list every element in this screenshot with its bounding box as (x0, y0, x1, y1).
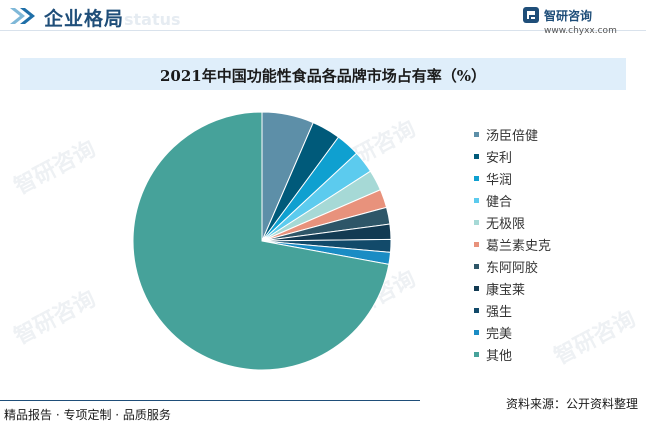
legend-label: 康宝莱 (486, 282, 526, 298)
legend-swatch (474, 175, 479, 181)
legend-swatch (474, 263, 479, 269)
chart-title-bar: 2021年中国功能性食品各品牌市场占有率（%） (20, 58, 626, 90)
legend-item: 其他 (474, 343, 634, 365)
footer-slogan: 精品报告 · 专项定制 · 品质服务 (4, 408, 171, 422)
legend-label: 健合 (486, 194, 513, 210)
legend-item: 汤臣倍健 (474, 123, 634, 145)
legend-item: 强生 (474, 299, 634, 321)
legend-label: 东阿阿胶 (486, 260, 539, 276)
brand: 智研咨询 www.chyxx.com (508, 4, 638, 44)
legend-item: 康宝莱 (474, 277, 634, 299)
legend-swatch (474, 285, 479, 291)
legend-item: 华润 (474, 167, 634, 189)
legend-swatch (474, 131, 479, 137)
legend-swatch (474, 197, 479, 203)
header-watermark: status (124, 10, 181, 29)
header-title: 企业格局 (44, 8, 125, 30)
legend-swatch (474, 241, 479, 247)
legend-item: 葛兰素史克 (474, 233, 634, 255)
legend-swatch (474, 153, 479, 159)
legend-swatch (474, 219, 479, 225)
brand-logo-icon (523, 7, 539, 23)
legend-label: 完美 (486, 326, 513, 342)
legend-label: 汤臣倍健 (486, 128, 539, 144)
double-chevron-icon (10, 8, 35, 24)
legend-label: 安利 (486, 150, 513, 166)
brand-url: www.chyxx.com (544, 26, 617, 36)
footer-divider (0, 400, 420, 401)
legend-item: 完美 (474, 321, 634, 343)
legend-swatch (474, 329, 479, 335)
chart-legend: 汤臣倍健安利华润健合无极限葛兰素史克东阿阿胶康宝莱强生完美其他 (474, 123, 634, 365)
header: status 企业格局 (0, 0, 646, 34)
brand-name: 智研咨询 (544, 9, 593, 23)
legend-item: 东阿阿胶 (474, 255, 634, 277)
legend-item: 无极限 (474, 211, 634, 233)
legend-swatch (474, 307, 479, 313)
legend-label: 葛兰素史克 (486, 238, 552, 254)
chart-title: 2021年中国功能性食品各品牌市场占有率（%） (159, 67, 486, 85)
legend-swatch (474, 351, 479, 357)
footer-source: 资料来源：公开资料整理 (505, 397, 638, 411)
header-divider (0, 30, 646, 31)
legend-item: 健合 (474, 189, 634, 211)
pie-slice (132, 111, 390, 371)
legend-item: 安利 (474, 145, 634, 167)
legend-label: 华润 (486, 172, 513, 188)
legend-label: 无极限 (486, 216, 526, 232)
legend-label: 强生 (486, 304, 513, 320)
legend-label: 其他 (486, 348, 513, 364)
